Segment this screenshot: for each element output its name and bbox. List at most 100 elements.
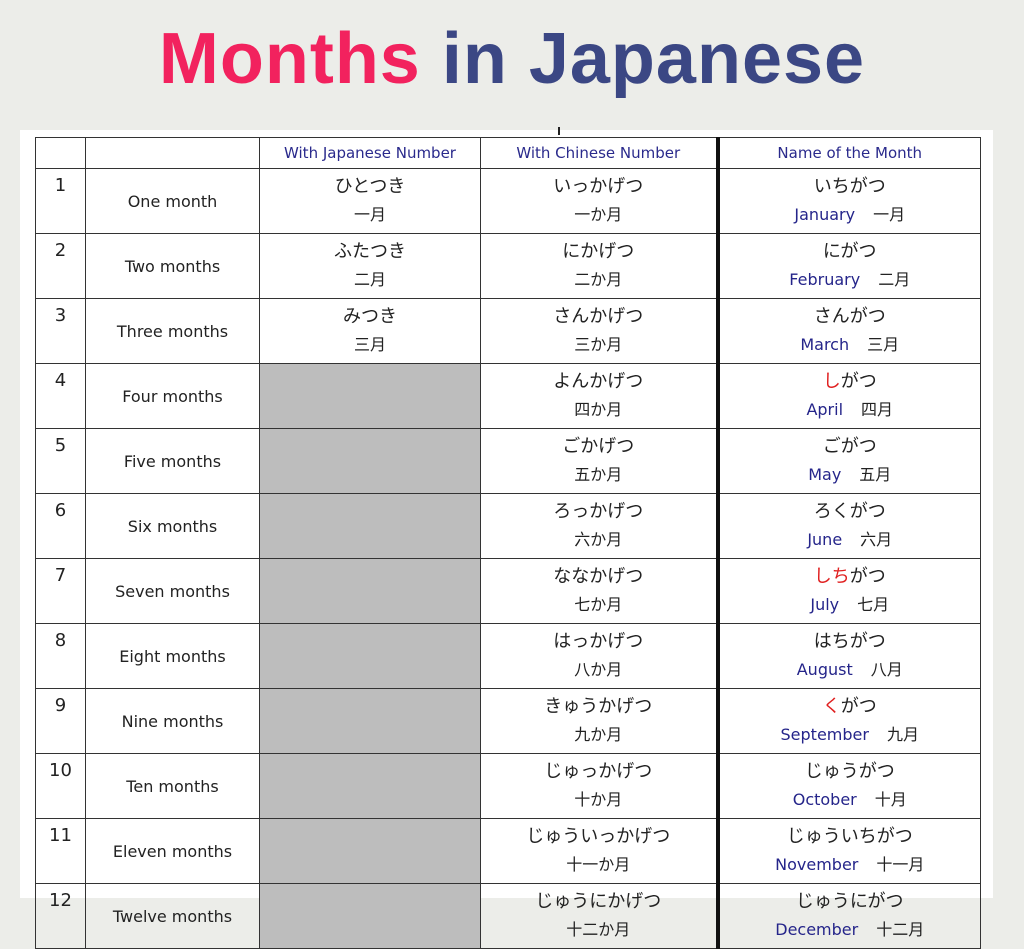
table-row: 5 Five months ごかげつ 五か月 ごがつ May 五月 <box>35 428 981 494</box>
month-kana: じゅうにがつ <box>720 888 981 916</box>
month-english: May <box>808 465 842 484</box>
month-name-cell: くがつ September 九月 <box>715 688 981 754</box>
japanese-number-cell <box>259 818 481 884</box>
month-kanji: 一月 <box>873 205 906 224</box>
month-kana: いちがつ <box>720 173 981 201</box>
kana: さんがつ <box>813 306 886 327</box>
month-english: September <box>780 725 869 744</box>
japanese-kanji: 三月 <box>353 335 386 354</box>
chinese-kana: じゅっかげつ <box>544 761 653 782</box>
chinese-kana: さんかげつ <box>553 306 644 327</box>
month-name-cell: じゅうがつ October 十月 <box>715 753 981 819</box>
kana: じゅうにがつ <box>795 891 904 912</box>
chinese-kana: よんかげつ <box>553 371 644 392</box>
month-name-cell: ごがつ May 五月 <box>715 428 981 494</box>
chinese-kanji: 一か月 <box>574 205 623 224</box>
month-english: November <box>775 855 859 874</box>
header-japanese-number: With Japanese Number <box>259 137 481 169</box>
kana: ろくがつ <box>813 501 886 522</box>
months-table: With Japanese Number With Chinese Number… <box>35 137 981 949</box>
kana: がつ <box>840 371 877 392</box>
month-kanji: 四月 <box>861 400 894 419</box>
month-kana: じゅうがつ <box>720 758 981 786</box>
chinese-kanji: 十一か月 <box>566 855 631 874</box>
month-kanji: 十二月 <box>876 920 925 939</box>
month-english: August <box>796 660 853 679</box>
page-title: Months in Japanese <box>0 14 1024 104</box>
japanese-number-cell <box>259 623 481 689</box>
row-number: 12 <box>35 883 86 949</box>
month-english: July <box>810 595 840 614</box>
english-duration: Ten months <box>85 753 260 819</box>
table-row: 12 Twelve months じゅうにかげつ 十二か月 じゅうにがつ Dec… <box>35 883 981 949</box>
kana: いちがつ <box>813 176 886 197</box>
row-number: 9 <box>35 688 86 754</box>
chinese-kana: じゅうにかげつ <box>535 891 662 912</box>
chinese-number-cell: はっかげつ 八か月 <box>480 623 718 689</box>
month-line: March 三月 <box>720 331 981 359</box>
month-name-cell: さんがつ March 三月 <box>715 298 981 364</box>
chinese-number-cell: じゅういっかげつ 十一か月 <box>480 818 718 884</box>
month-kanji: 三月 <box>867 335 900 354</box>
japanese-number-cell: みつき 三月 <box>259 298 481 364</box>
english-duration: Four months <box>85 363 260 429</box>
chinese-number-cell: よんかげつ 四か月 <box>480 363 718 429</box>
month-line: June 六月 <box>720 526 981 554</box>
chinese-kana: じゅういっかげつ <box>526 826 671 847</box>
month-kanji: 八月 <box>870 660 903 679</box>
month-kana: しがつ <box>720 368 981 396</box>
month-kana: じゅういちがつ <box>720 823 981 851</box>
table-row: 6 Six months ろっかげつ 六か月 ろくがつ June 六月 <box>35 493 981 559</box>
header-month-name: Name of the Month <box>715 137 981 169</box>
month-kana: さんがつ <box>720 303 981 331</box>
month-english: March <box>800 335 850 354</box>
english-duration: Five months <box>85 428 260 494</box>
chinese-number-cell: じゅっかげつ 十か月 <box>480 753 718 819</box>
japanese-number-cell <box>259 883 481 949</box>
chinese-kanji: 二か月 <box>574 270 623 289</box>
month-english: January <box>794 205 856 224</box>
month-line: April 四月 <box>720 396 981 424</box>
chinese-kanji: 十二か月 <box>566 920 631 939</box>
chinese-kana: ろっかげつ <box>553 501 644 522</box>
table-row: 7 Seven months ななかげつ 七か月 しちがつ July 七月 <box>35 558 981 624</box>
month-line: October 十月 <box>720 786 981 814</box>
chinese-number-cell: ろっかげつ 六か月 <box>480 493 718 559</box>
month-kana: ごがつ <box>720 433 981 461</box>
chinese-kanji: 六か月 <box>574 530 623 549</box>
month-name-cell: じゅうにがつ December 十二月 <box>715 883 981 949</box>
row-number: 11 <box>35 818 86 884</box>
month-kana: ろくがつ <box>720 498 981 526</box>
chinese-kana: いっかげつ <box>553 176 644 197</box>
row-number: 10 <box>35 753 86 819</box>
chinese-number-cell: さんかげつ 三か月 <box>480 298 718 364</box>
chinese-number-cell: じゅうにかげつ 十二か月 <box>480 883 718 949</box>
english-duration: Eight months <box>85 623 260 689</box>
chinese-kana: はっかげつ <box>553 631 644 652</box>
kana: がつ <box>849 566 886 587</box>
table-row: 2 Two months ふたつき 二月 にかげつ 二か月 にがつ Februa… <box>35 233 981 299</box>
month-kanji: 十一月 <box>876 855 925 874</box>
english-duration: Six months <box>85 493 260 559</box>
month-name-cell: ろくがつ June 六月 <box>715 493 981 559</box>
row-number: 2 <box>35 233 86 299</box>
chinese-number-cell: にかげつ 二か月 <box>480 233 718 299</box>
table-row: 8 Eight months はっかげつ 八か月 はちがつ August 八月 <box>35 623 981 689</box>
month-name-cell: はちがつ August 八月 <box>715 623 981 689</box>
highlighted-kana: しち <box>813 566 850 587</box>
table-row: 10 Ten months じゅっかげつ 十か月 じゅうがつ October 十月 <box>35 753 981 819</box>
month-kana: しちがつ <box>720 563 981 591</box>
table-row: 3 Three months みつき 三月 さんかげつ 三か月 さんがつ Mar… <box>35 298 981 364</box>
chinese-kanji: 八か月 <box>574 660 623 679</box>
month-kana: はちがつ <box>720 628 981 656</box>
row-number: 4 <box>35 363 86 429</box>
kana: はちがつ <box>813 631 886 652</box>
month-line: December 十二月 <box>720 916 981 944</box>
chinese-kanji: 五か月 <box>574 465 623 484</box>
chinese-number-cell: ごかげつ 五か月 <box>480 428 718 494</box>
month-kanji: 五月 <box>859 465 892 484</box>
month-name-cell: しちがつ July 七月 <box>715 558 981 624</box>
chinese-kana: きゅうかげつ <box>544 696 653 717</box>
table-row: 4 Four months よんかげつ 四か月 しがつ April 四月 <box>35 363 981 429</box>
month-line: July 七月 <box>720 591 981 619</box>
